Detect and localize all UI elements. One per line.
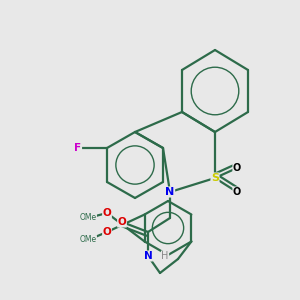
Text: O: O	[118, 217, 126, 227]
Text: F: F	[74, 143, 82, 153]
Text: O: O	[233, 187, 241, 197]
Text: OMe: OMe	[80, 236, 97, 244]
Text: H: H	[161, 251, 169, 261]
Text: N: N	[165, 187, 175, 197]
Text: O: O	[233, 163, 241, 173]
Text: S: S	[211, 173, 219, 183]
Text: OMe: OMe	[80, 214, 97, 223]
Text: O: O	[103, 208, 111, 218]
Text: O: O	[103, 227, 111, 237]
Text: N: N	[144, 251, 152, 261]
